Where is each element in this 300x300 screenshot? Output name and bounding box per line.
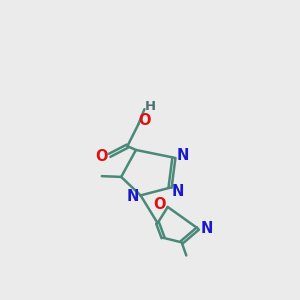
Text: O: O [138,113,151,128]
Text: N: N [200,221,213,236]
Text: N: N [172,184,184,199]
Text: O: O [96,149,108,164]
Text: O: O [154,197,166,212]
Text: N: N [176,148,189,163]
Text: N: N [127,189,139,204]
Text: H: H [145,100,156,113]
